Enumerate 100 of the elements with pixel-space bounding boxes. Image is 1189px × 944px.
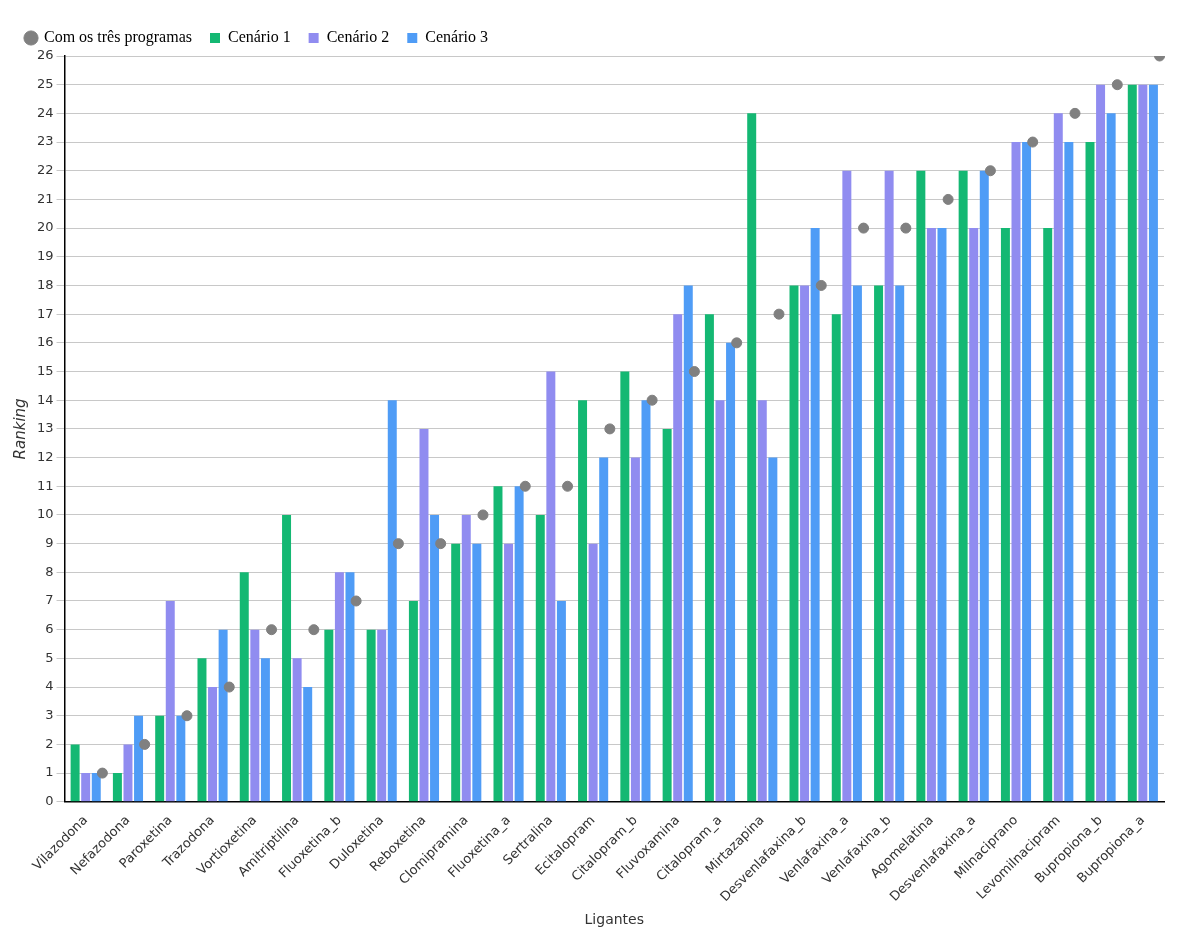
bar bbox=[260, 658, 270, 802]
bar bbox=[504, 543, 514, 802]
point bbox=[223, 681, 235, 693]
y-tick-label: 6 bbox=[45, 621, 54, 637]
bar bbox=[155, 715, 165, 802]
bar bbox=[578, 400, 588, 802]
bar bbox=[377, 629, 387, 802]
y-tick-label: 17 bbox=[37, 305, 54, 321]
bar bbox=[831, 314, 841, 802]
point bbox=[773, 308, 785, 320]
y-tick-label: 12 bbox=[37, 448, 54, 464]
point bbox=[900, 222, 912, 234]
bar bbox=[165, 601, 175, 802]
bar bbox=[366, 629, 376, 802]
bar bbox=[768, 457, 778, 802]
bar bbox=[239, 572, 249, 802]
y-tick-label: 1 bbox=[45, 764, 54, 780]
point bbox=[477, 509, 489, 521]
bar bbox=[1043, 228, 1053, 802]
bar bbox=[673, 314, 683, 802]
bar bbox=[1053, 113, 1063, 802]
point bbox=[688, 366, 700, 378]
point bbox=[1027, 136, 1039, 148]
legend-label: Cenário 3 bbox=[425, 28, 488, 46]
legend-label: Cenário 1 bbox=[227, 28, 291, 46]
bar bbox=[1127, 84, 1137, 802]
bar bbox=[292, 658, 302, 802]
bar bbox=[630, 457, 640, 802]
bar bbox=[556, 601, 566, 802]
bar bbox=[461, 514, 471, 802]
bar bbox=[620, 371, 630, 802]
y-tick-label: 10 bbox=[37, 506, 54, 522]
bar bbox=[345, 572, 355, 802]
bar bbox=[430, 514, 440, 802]
bar bbox=[419, 428, 429, 802]
bar bbox=[1138, 84, 1148, 802]
bar bbox=[926, 228, 936, 802]
bar bbox=[599, 457, 609, 802]
bar bbox=[757, 400, 767, 802]
point bbox=[519, 480, 531, 492]
y-tick-label: 23 bbox=[37, 133, 54, 149]
bar bbox=[641, 400, 651, 802]
y-tick-label: 22 bbox=[37, 162, 54, 178]
point bbox=[646, 394, 658, 406]
bar bbox=[70, 744, 80, 802]
y-tick-label: 14 bbox=[37, 391, 54, 407]
point bbox=[604, 423, 616, 435]
y-tick-label: 4 bbox=[45, 678, 54, 694]
y-tick-label: 26 bbox=[37, 47, 54, 63]
bar bbox=[800, 285, 810, 802]
y-tick-label: 5 bbox=[45, 649, 54, 665]
point bbox=[1069, 107, 1081, 119]
bar bbox=[112, 773, 122, 802]
y-tick-label: 0 bbox=[45, 793, 54, 809]
bar bbox=[1064, 142, 1074, 802]
bar bbox=[324, 629, 334, 802]
bar bbox=[451, 543, 461, 802]
bar bbox=[726, 342, 736, 802]
bar bbox=[884, 170, 894, 802]
bar bbox=[588, 543, 598, 802]
bar bbox=[334, 572, 344, 802]
legend-label: Com os três programas bbox=[44, 28, 192, 47]
y-tick-label: 25 bbox=[37, 76, 54, 92]
bar bbox=[493, 486, 503, 802]
bar bbox=[715, 400, 725, 802]
bar bbox=[704, 314, 714, 802]
bar bbox=[969, 228, 979, 802]
bar bbox=[197, 658, 207, 802]
y-tick-label: 11 bbox=[37, 477, 54, 493]
y-tick-label: 7 bbox=[45, 592, 54, 608]
bar bbox=[218, 629, 228, 802]
point bbox=[984, 165, 996, 177]
bar bbox=[208, 687, 218, 802]
bar bbox=[874, 285, 884, 802]
bar bbox=[1000, 228, 1010, 802]
point bbox=[942, 193, 954, 205]
point bbox=[139, 738, 151, 750]
bar bbox=[303, 687, 313, 802]
point bbox=[96, 767, 108, 779]
bar bbox=[979, 170, 989, 802]
y-tick-label: 9 bbox=[45, 535, 54, 550]
point bbox=[266, 624, 278, 636]
bar bbox=[1148, 84, 1158, 802]
y-tick-label: 3 bbox=[45, 707, 54, 723]
point bbox=[562, 480, 574, 492]
bar bbox=[176, 715, 186, 802]
x-axis-title: Ligantes bbox=[584, 911, 644, 928]
bar bbox=[895, 285, 905, 802]
bar bbox=[81, 773, 91, 802]
bar bbox=[1096, 84, 1106, 802]
bar bbox=[546, 371, 556, 802]
point bbox=[392, 538, 404, 550]
bar bbox=[123, 744, 133, 802]
point bbox=[181, 710, 193, 722]
y-tick-label: 8 bbox=[45, 563, 54, 579]
bar bbox=[387, 400, 397, 802]
y-tick-label: 20 bbox=[37, 219, 54, 235]
point bbox=[1111, 79, 1123, 91]
y-tick-label: 24 bbox=[37, 104, 54, 120]
bar bbox=[134, 715, 144, 802]
